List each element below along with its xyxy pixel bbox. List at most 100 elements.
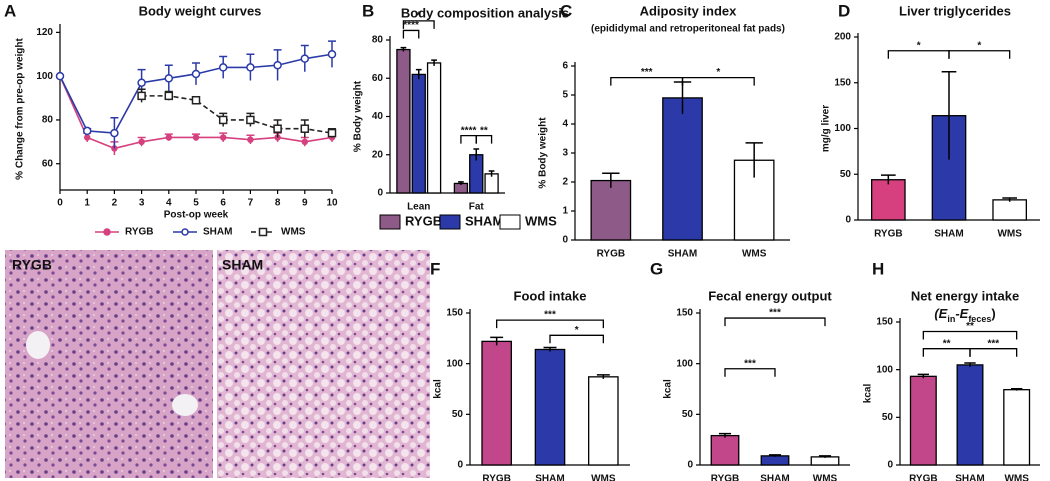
marker (300, 54, 310, 63)
significance-bracket (887, 50, 950, 59)
significance-bracket (549, 334, 604, 344)
chart-title: Food intake (514, 288, 587, 303)
marker (246, 115, 255, 125)
subtitle-part: (E (934, 306, 947, 321)
x-tick-label: 0 (57, 198, 63, 209)
x-tick-label: Fat (469, 202, 485, 213)
histology-image (217, 250, 430, 478)
chart-title: Body weight curves (139, 3, 262, 18)
significance-label: * (917, 40, 921, 51)
subtitle-part: in (947, 314, 955, 324)
marker (219, 134, 227, 141)
chart-panel: H Net energy intake (Ein-Efeces) kcal 0 50 100… (863, 259, 1040, 481)
y-tick-label: 3 (562, 148, 568, 159)
y-tick-label: 0 (562, 235, 568, 246)
y-tick-label: 0 (457, 460, 463, 471)
y-axis-label: mg/g liver (821, 105, 832, 152)
x-tick-label: 6 (220, 198, 226, 209)
significance-bracket (922, 348, 971, 357)
chart-title: Liver triglycerides (899, 3, 1011, 18)
y-tick-label: 80 (42, 115, 54, 126)
x-tick-label: SHAM (668, 249, 697, 260)
y-tick-label: 0 (687, 460, 693, 471)
error-bar (431, 59, 437, 66)
x-tick-label: SHAM (955, 474, 984, 481)
significance-label: * (417, 11, 421, 22)
error-bar (488, 170, 495, 177)
legend-swatch (379, 214, 401, 230)
marker (218, 115, 228, 125)
significance-label: *** (987, 338, 999, 349)
y-tick-label: 4 (562, 119, 568, 130)
bar (534, 348, 566, 466)
marker (246, 63, 255, 72)
legend-marker (258, 227, 268, 237)
y-tick-label: 60 (372, 73, 384, 84)
error-bar (1002, 197, 1018, 202)
image-label: RYGB (12, 257, 52, 273)
bar (956, 364, 984, 466)
significance-bracket (496, 319, 604, 329)
significance-label: ** (480, 125, 488, 136)
y-tick-label: 80 (372, 35, 384, 46)
marker (137, 78, 146, 87)
image-panel: E RYGB SHAM (4, 250, 430, 478)
panel-letter: C (560, 1, 572, 20)
x-tick-label: SHAM (760, 474, 789, 481)
marker (82, 126, 92, 136)
y-axis-label: % Body weight (353, 80, 364, 152)
chart-panel: C Adiposity index (epididymal and retroper… (538, 1, 790, 260)
error-bar (602, 172, 620, 188)
y-tick-label: 0 (845, 215, 851, 226)
marker (165, 134, 173, 141)
legend-label: SHAM (203, 227, 232, 238)
error-bar (473, 148, 480, 161)
legend-label: WMS (281, 227, 306, 238)
y-tick-label: 6 (562, 61, 568, 72)
marker (55, 71, 65, 81)
chart-subtitle: (Ein-Efeces) (934, 306, 995, 324)
significance-bracket (610, 76, 684, 86)
x-tick-label: WMS (742, 249, 767, 260)
x-tick-label: WMS (813, 474, 838, 481)
significance-label: * (977, 40, 981, 51)
y-tick-label: 120 (36, 27, 53, 38)
chart-title: Fecal energy output (708, 288, 832, 303)
y-tick-label: 50 (840, 169, 852, 180)
x-tick-label: 4 (166, 198, 172, 209)
subtitle-part: ) (991, 306, 995, 321)
chart-subtitle: (epididymal and retroperitoneal fat pads… (591, 24, 785, 35)
marker (192, 134, 200, 141)
marker (137, 91, 146, 101)
significance-bracket (402, 29, 420, 39)
error-bar (880, 174, 896, 185)
marker (300, 124, 310, 133)
marker (191, 69, 201, 79)
legend-swatch (499, 214, 521, 230)
panel-letter: G (650, 259, 663, 278)
error-bar (596, 374, 610, 379)
legend-label: RYGB (405, 213, 442, 228)
panel-letter: F (430, 259, 440, 278)
marker (218, 63, 228, 72)
error-bar (1011, 387, 1023, 391)
significance-bracket (724, 317, 826, 327)
x-axis-label: Post-op week (164, 210, 229, 221)
x-tick-label: WMS (1004, 474, 1029, 481)
error-bar (964, 362, 976, 367)
bar (662, 97, 703, 241)
bar (481, 340, 512, 466)
x-tick-label: 3 (139, 198, 145, 209)
chart-title: Net energy intake (911, 288, 1019, 303)
significance-bracket (402, 20, 435, 29)
chart-panel: A Body weight curves % Change from pre-op … (4, 1, 338, 237)
error-bar (458, 181, 464, 185)
y-tick-label: 100 (36, 71, 53, 82)
x-tick-label: RYGB (874, 229, 903, 240)
x-tick-label: 9 (302, 198, 308, 209)
vessel (26, 331, 50, 359)
error-bar (818, 455, 832, 458)
chart-title: Body composition analysis (401, 5, 569, 20)
marker (138, 138, 145, 146)
vessel (172, 394, 198, 416)
